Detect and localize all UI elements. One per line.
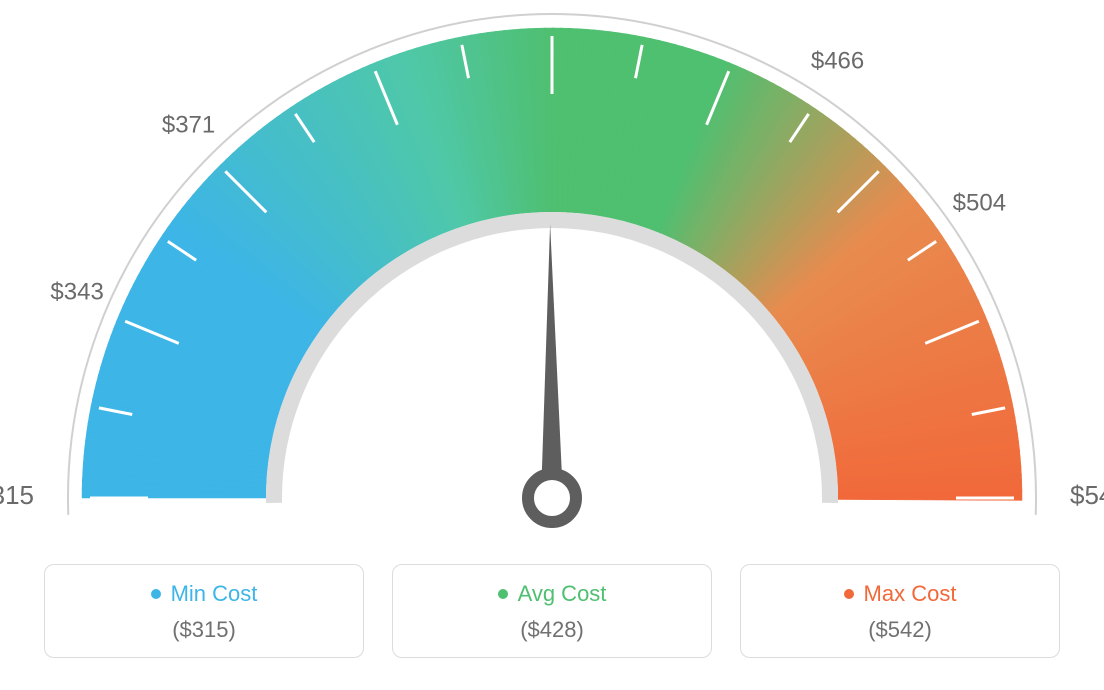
legend-card-avg: Avg Cost ($428) bbox=[392, 564, 712, 658]
gauge-hub bbox=[528, 474, 576, 522]
legend-label-avg: Avg Cost bbox=[518, 581, 607, 607]
gauge-tick-label: $371 bbox=[162, 112, 215, 139]
legend-value-max: ($542) bbox=[741, 617, 1059, 643]
gauge-tick-label: $466 bbox=[811, 48, 864, 75]
legend-dot-min bbox=[151, 589, 161, 599]
legend-label-max: Max Cost bbox=[864, 581, 957, 607]
legend-value-avg: ($428) bbox=[393, 617, 711, 643]
legend-card-max: Max Cost ($542) bbox=[740, 564, 1060, 658]
gauge-svg: $315$343$371$428$466$504$542 bbox=[0, 0, 1104, 560]
legend-dot-max bbox=[844, 589, 854, 599]
legend-card-min: Min Cost ($315) bbox=[44, 564, 364, 658]
legend-label-min: Min Cost bbox=[171, 581, 258, 607]
gauge-tick-label: $542 bbox=[1070, 480, 1104, 510]
gauge-tick-label: $343 bbox=[50, 278, 103, 305]
gauge-tick-label: $315 bbox=[0, 480, 34, 510]
gauge-needle bbox=[541, 224, 563, 498]
legend-row: Min Cost ($315) Avg Cost ($428) Max Cost… bbox=[0, 564, 1104, 658]
legend-dot-avg bbox=[498, 589, 508, 599]
gauge-chart: $315$343$371$428$466$504$542 bbox=[0, 0, 1104, 560]
gauge-tick-label: $504 bbox=[953, 189, 1006, 216]
legend-value-min: ($315) bbox=[45, 617, 363, 643]
